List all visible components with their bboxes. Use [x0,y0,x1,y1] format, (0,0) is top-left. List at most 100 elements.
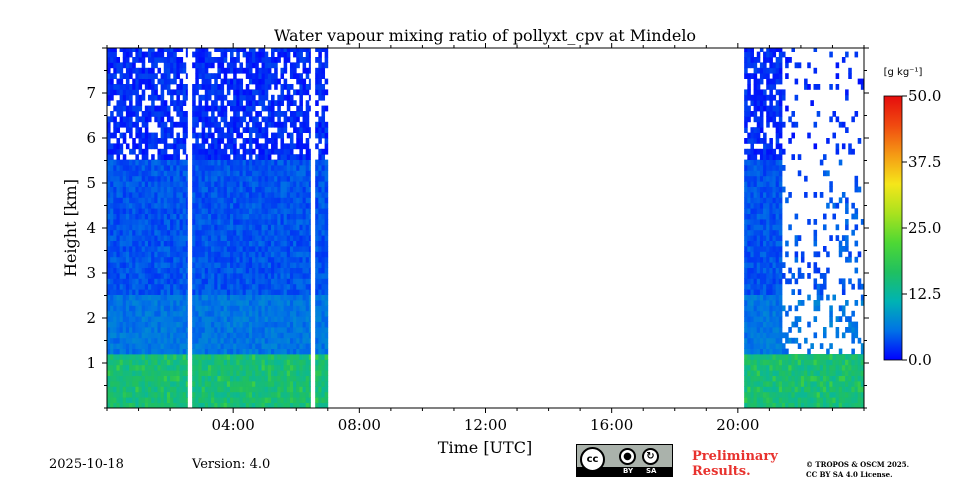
heatmap-cell [148,391,152,398]
heatmap-cell [154,170,158,177]
heatmap-cell [226,327,231,333]
heatmap-cell [267,170,272,177]
heatmap-cell [744,337,748,344]
heatmap-cell [144,240,149,247]
heatmap-cell [280,321,285,328]
heatmap-cell [781,364,786,371]
heatmap-cell [248,111,253,117]
heatmap-cell [271,224,275,231]
heatmap-cell [129,186,133,193]
heatmap-cell [226,100,231,106]
heatmap-cell [154,132,158,139]
heatmap-cell [744,370,748,376]
heatmap-cell [160,278,165,285]
heatmap-cell [170,251,174,258]
heatmap-cell [236,116,240,123]
heatmap-cell [125,354,130,360]
heatmap-cell [766,300,770,306]
heatmap-cell [160,262,165,268]
heatmap-cell [185,89,188,96]
heatmap-cell [277,359,281,366]
heatmap-cell [144,348,149,355]
heatmap-cell [756,89,761,96]
heatmap-cell [289,305,294,312]
heatmap-cell [113,224,117,231]
heatmap-cell [198,192,203,198]
heatmap-cell [753,364,758,371]
heatmap-cell [239,386,244,393]
heatmap-cell [756,391,761,398]
heatmap-cell [204,197,209,204]
heatmap-cell [204,202,209,209]
heatmap-cell [258,364,262,371]
heatmap-cell [750,62,754,69]
heatmap-cell [170,116,174,123]
heatmap-cell [302,143,307,150]
heatmap-cell [750,111,754,117]
heatmap-cell [176,94,180,101]
heatmap-cell [261,267,266,274]
heatmap-cell [248,305,253,312]
heatmap-cell [163,213,168,220]
heatmap-cell [151,305,155,312]
heatmap-cell [750,397,754,403]
heatmap-cell [204,370,209,376]
heatmap-cell [296,337,300,344]
heatmap-cell [255,294,259,301]
heatmap-cell [154,186,158,193]
heatmap-cell [775,219,780,225]
heatmap-cell [226,337,231,344]
heatmap-cell [185,51,188,58]
heatmap-cell [207,267,212,274]
heatmap-cell [778,219,783,225]
heatmap-cell [132,48,136,52]
heatmap-cell [116,67,121,74]
heatmap-cell [148,262,152,268]
heatmap-cell [769,327,773,333]
heatmap-cell [756,132,761,139]
heatmap-cell [107,321,111,328]
heatmap-cell [772,305,777,312]
heatmap-cell [747,84,751,90]
heatmap-cell [778,294,783,301]
heatmap-cell [283,381,288,387]
heatmap-cell [110,327,114,333]
heatmap-cell [217,186,221,193]
heatmap-cell [107,67,111,74]
heatmap-cell [217,327,221,333]
heatmap-cell [166,337,171,344]
heatmap-cell [116,273,121,279]
heatmap-cell [286,224,291,231]
heatmap-cell [110,186,114,193]
heatmap-cell [157,175,162,182]
heatmap-cell [299,78,303,85]
heatmap-cell [116,181,121,187]
heatmap-cell [264,386,269,393]
heatmap-cell [296,116,300,123]
heatmap-cell [271,73,275,79]
heatmap-cell [759,62,764,69]
heatmap-cell [277,343,281,349]
heatmap-cell [119,386,124,393]
heatmap-cell [778,332,783,339]
heatmap-cell [280,332,285,339]
heatmap-cell [293,73,297,79]
heatmap-cell [230,397,234,403]
heatmap-cell [305,294,310,301]
heatmap-cell [308,402,311,409]
heatmap-cell [192,278,196,285]
heatmap-cell [207,165,212,171]
heatmap-cell [747,278,751,285]
heatmap-cell [324,267,329,274]
heatmap-cell [753,289,758,295]
heatmap-cell [772,327,777,333]
heatmap-cell [129,332,133,339]
heatmap-cell [296,165,300,171]
heatmap-cell [747,364,751,371]
heatmap-cell [321,332,326,339]
heatmap-cell [170,359,174,366]
heatmap-cell [302,343,307,349]
heatmap-cell [154,327,158,333]
heatmap-cell [267,192,272,198]
heatmap-cell [223,316,228,322]
